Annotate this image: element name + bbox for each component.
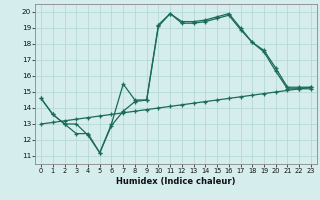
X-axis label: Humidex (Indice chaleur): Humidex (Indice chaleur) — [116, 177, 236, 186]
